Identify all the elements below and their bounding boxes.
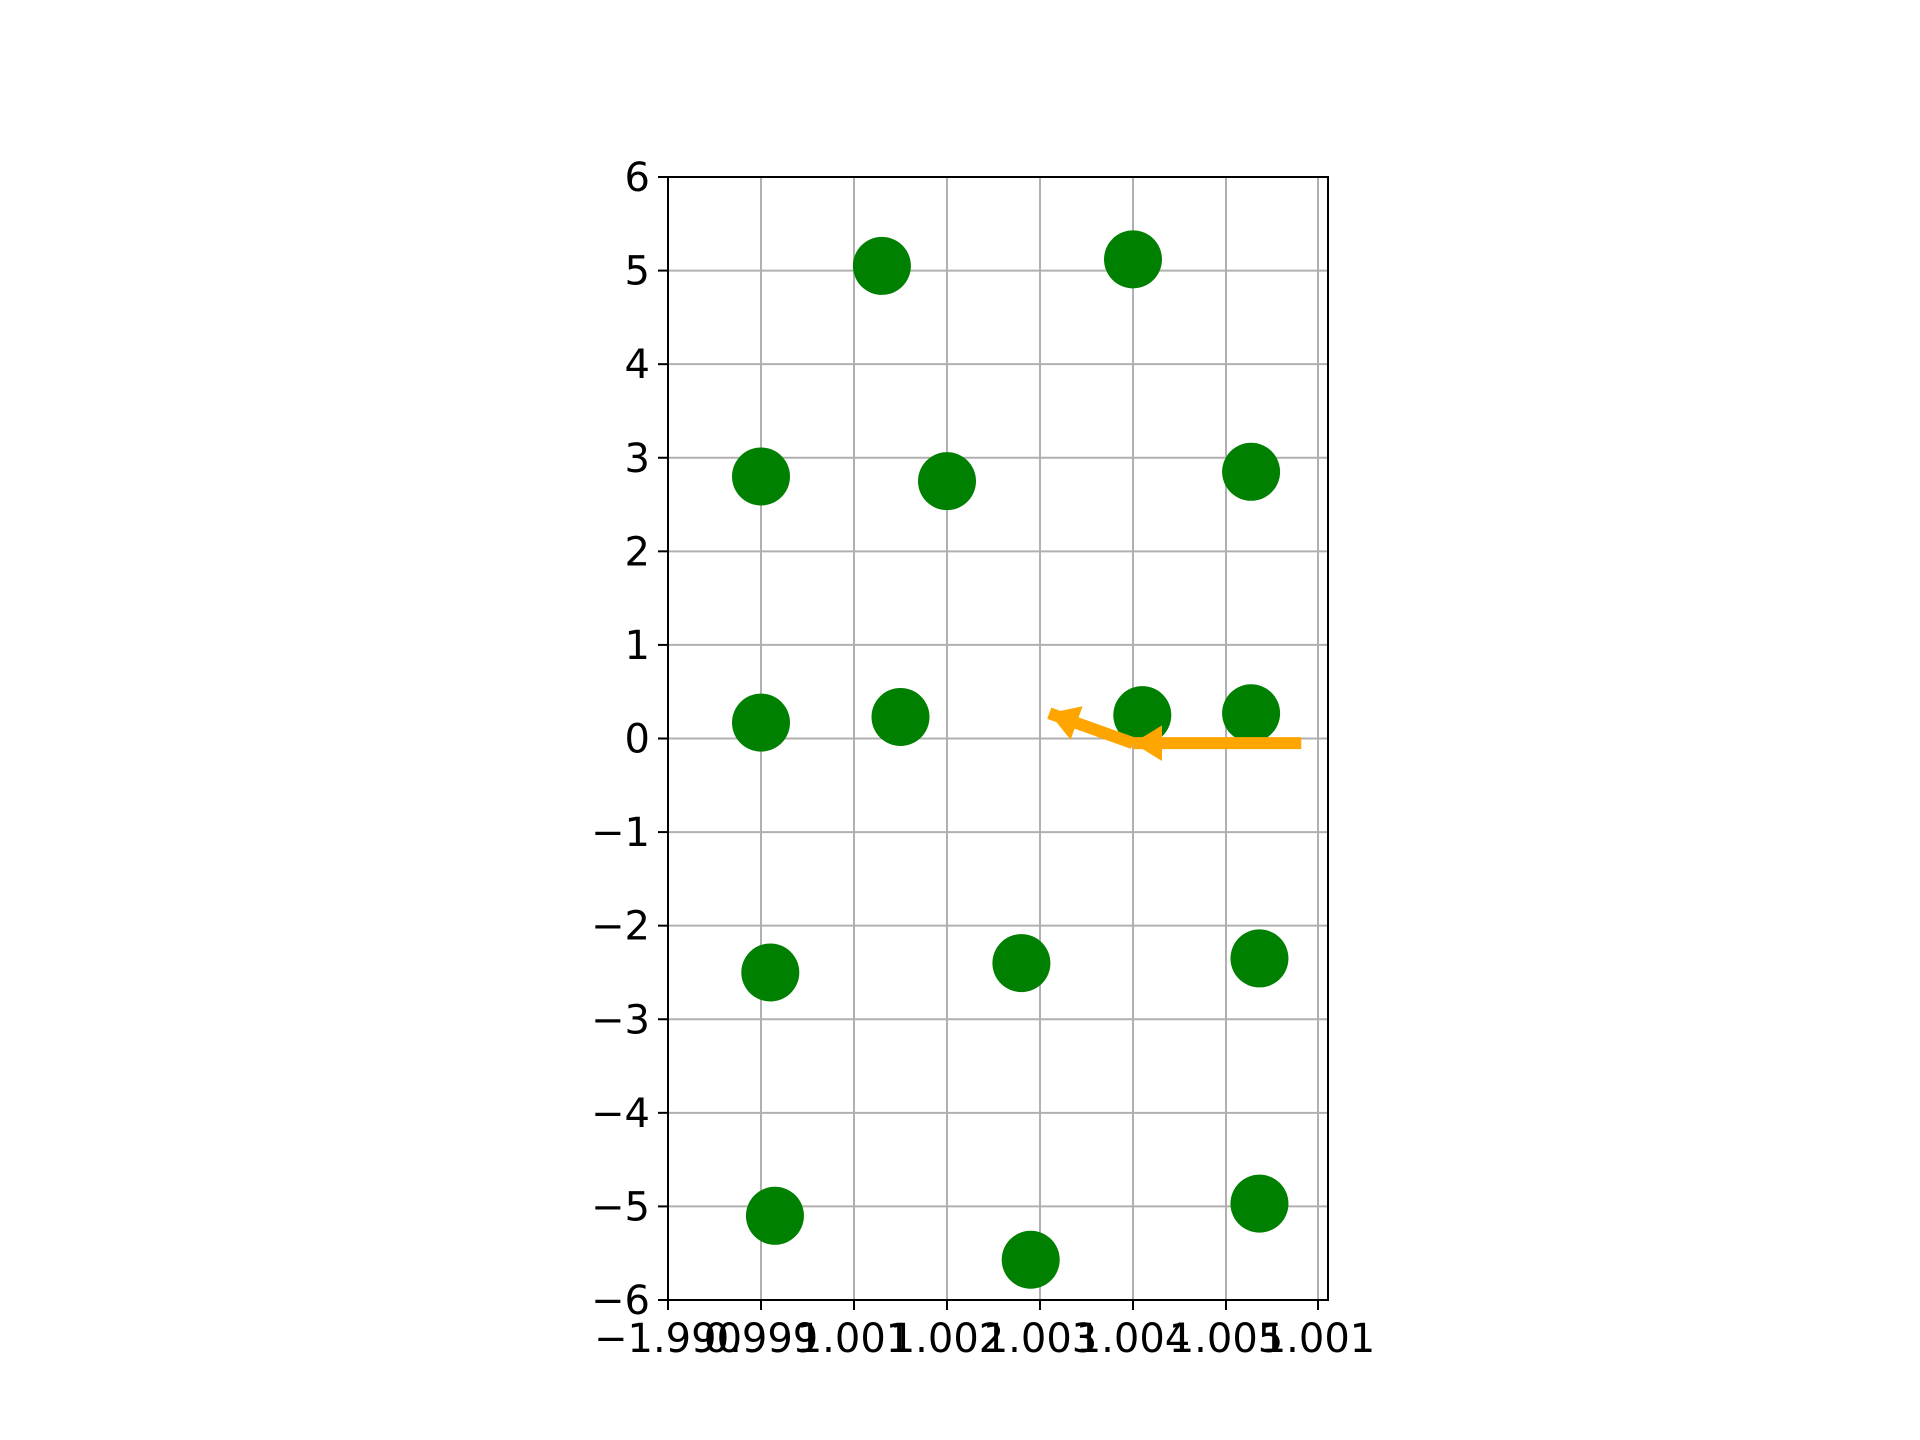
- x-tick-label: 1.001: [1261, 1316, 1376, 1362]
- x-tick-label: 0.999: [704, 1316, 819, 1362]
- arrow: [1047, 706, 1136, 749]
- scatter-point: [852, 236, 911, 295]
- y-tick-label: −4: [591, 1091, 650, 1137]
- scatter-point: [992, 934, 1051, 993]
- scatter-point: [1222, 442, 1281, 501]
- arrow-head: [1133, 725, 1162, 761]
- y-tick-label: 6: [625, 155, 650, 201]
- y-tick-label: −1: [591, 810, 650, 856]
- arrow-glyphs: [1047, 706, 1302, 761]
- x-tick-label: 1.001: [797, 1316, 912, 1362]
- x-tick-label: 1.003: [983, 1316, 1098, 1362]
- axis-ticks: [658, 176, 1319, 1310]
- scatter-point: [918, 452, 976, 511]
- x-tick-label: 1.005: [1169, 1316, 1284, 1362]
- y-tick-label: −2: [591, 904, 650, 950]
- scatter-point: [745, 1186, 804, 1245]
- scatter-point: [741, 943, 800, 1002]
- y-tick-label: −3: [591, 997, 650, 1043]
- x-tick-label: 1.002: [890, 1316, 1005, 1362]
- x-tick-label: 1.004: [1076, 1316, 1191, 1362]
- y-tick-label: 3: [625, 436, 650, 482]
- scatter-point: [871, 687, 930, 746]
- scatter-point: [732, 447, 790, 506]
- scatter-points: [732, 230, 1289, 1289]
- y-tick-label: 1: [625, 623, 650, 669]
- scatter-point: [1222, 684, 1281, 743]
- y-tick-label: 4: [625, 342, 650, 388]
- tick-labels: −1.9900.9991.0011.0021.0031.0041.0051.00…: [591, 155, 1375, 1362]
- scatter-point: [1104, 230, 1162, 289]
- y-tick-label: −6: [591, 1278, 650, 1324]
- y-tick-label: 5: [625, 249, 650, 295]
- x-tick-label: −1.990: [594, 1316, 742, 1362]
- arrow: [1133, 725, 1302, 761]
- y-tick-label: 2: [625, 529, 650, 575]
- scatter-point: [1001, 1230, 1060, 1289]
- y-tick-label: 0: [625, 717, 650, 763]
- scatter-point: [1230, 1174, 1289, 1233]
- scatter-point: [732, 693, 790, 752]
- scatter-point: [1230, 929, 1289, 988]
- arrow-head: [1049, 706, 1083, 740]
- y-tick-label: −5: [591, 1184, 650, 1230]
